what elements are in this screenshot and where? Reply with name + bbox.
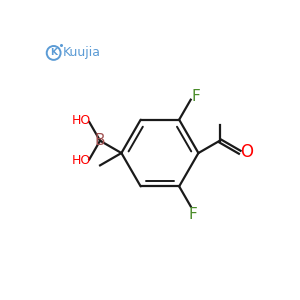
Text: K: K bbox=[50, 48, 57, 57]
Text: HO: HO bbox=[72, 154, 91, 167]
Text: B: B bbox=[95, 133, 105, 148]
Text: Kuujia: Kuujia bbox=[63, 46, 101, 59]
Text: F: F bbox=[192, 89, 200, 104]
Text: HO: HO bbox=[72, 114, 91, 127]
Text: O: O bbox=[240, 143, 253, 161]
Text: F: F bbox=[189, 207, 197, 222]
